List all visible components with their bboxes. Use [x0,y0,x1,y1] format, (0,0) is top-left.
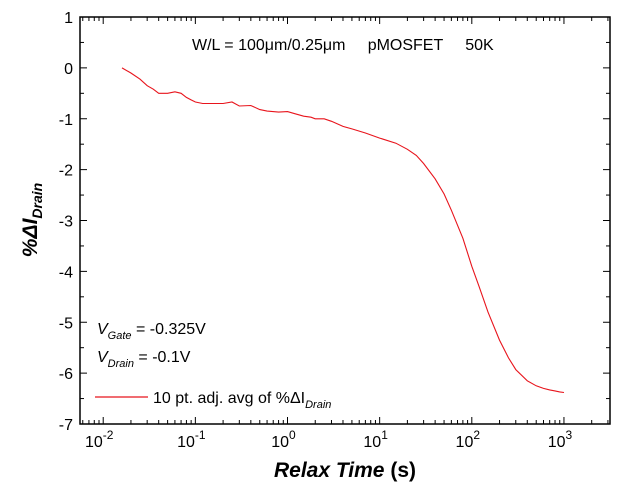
y-tick-label: -7 [59,417,73,434]
x-tick-label-exp: 2 [473,428,480,442]
y-tick-label: -6 [59,366,73,383]
y-tick-label: -3 [59,214,73,231]
y-tick-label: -2 [59,163,73,180]
x-tick-label-exp: 3 [566,428,573,442]
data-line [122,68,564,393]
x-axis-ticks: 10-2 10-1 100 101 102 103 [83,17,608,451]
x-tick-label: 10-1 [177,428,206,451]
x-tick-label-base: 10 [177,434,195,451]
vdrain-sub: Drain [108,358,134,370]
x-axis-title-rest: (s) [385,459,417,482]
x-tick-label: 101 [363,428,388,451]
x-tick-label-base: 10 [548,434,566,451]
legend-label-main: 10 pt. adj. avg of %ΔI [153,390,305,407]
x-tick-label-exp: -1 [195,428,206,442]
y-tick-label: -5 [59,315,73,332]
x-tick-label-base: 10 [456,434,474,451]
x-tick-label: 100 [271,428,296,451]
x-tick-label-base: 10 [363,434,381,451]
y-axis-title: %ΔIDrain [19,183,45,257]
y-tick-label: 0 [64,61,73,78]
y-axis-title-sub: Drain [29,183,45,219]
annotation-top: W/L = 100μm/0.25μm pMOSFET 50K [192,37,494,54]
y-tick-label: -1 [59,112,73,129]
legend-label: 10 pt. adj. avg of %ΔIDrain [153,390,331,411]
x-tick-label-exp: 0 [289,428,296,442]
x-tick-label-base: 10 [85,434,103,451]
legend-label-sub: Drain [305,399,331,411]
x-axis-title-italic: Relax Time [274,459,385,482]
annotation-vgate: VGate = -0.325V [97,321,206,342]
annotation-vdrain: VDrain = -0.1V [97,349,191,370]
x-tick-label: 10-2 [85,428,114,451]
x-tick-label: 103 [548,428,573,451]
x-tick-label-base: 10 [271,434,289,451]
vdrain-rest: = -0.1V [134,349,191,366]
x-tick-label: 102 [456,428,481,451]
x-axis-title: Relax Time (s) [274,459,416,482]
x-tick-label-exp: 1 [381,428,388,442]
y-tick-label: -4 [59,264,73,281]
vgate-sub: Gate [108,330,132,342]
y-axis-title-main: %ΔI [19,217,42,257]
vgate-rest: = -0.325V [132,321,207,338]
y-axis-ticks: 1 0 -1 -2 -3 -4 -5 -6 -7 [59,10,610,434]
y-tick-label: 1 [64,10,73,27]
legend: 10 pt. adj. avg of %ΔIDrain [95,390,331,411]
x-tick-label-exp: -2 [103,428,114,442]
